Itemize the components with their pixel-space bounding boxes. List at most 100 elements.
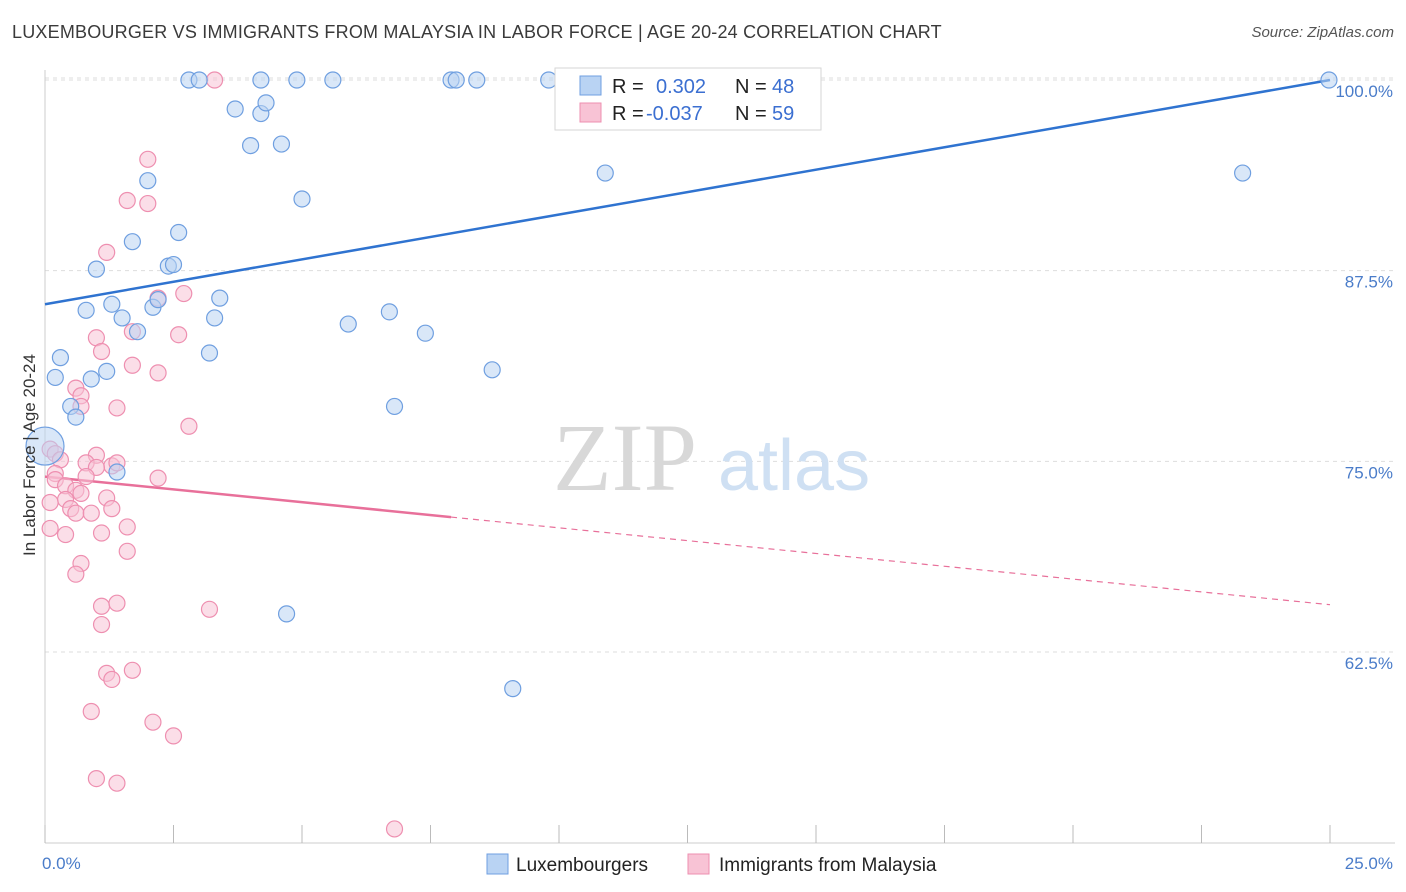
- bottom-legend-luxembourgers: Luxembourgers: [516, 855, 648, 876]
- malaysia-point-49: [200, 600, 219, 618]
- chart-title: LUXEMBOURGER VS IMMIGRANTS FROM MALAYSIA…: [12, 22, 942, 42]
- malaysia-point-46: [67, 565, 85, 583]
- malaysia-point-55: [144, 713, 162, 731]
- legend-r-value-2: -0.037: [646, 103, 703, 125]
- luxembourger-point-37: [98, 362, 116, 380]
- luxembourger-point-38: [46, 368, 64, 387]
- malaysia-point-17: [180, 417, 198, 435]
- luxembourger-point-28: [77, 301, 95, 319]
- luxembourger-point-16: [1234, 164, 1252, 182]
- luxembourger-point-7: [468, 71, 486, 89]
- luxembourger-point-1: [190, 71, 208, 89]
- luxembourger-point-22: [164, 255, 183, 274]
- malaysia-point-44: [118, 542, 136, 560]
- luxembourger-point-39: [82, 370, 100, 388]
- y-tick-label-2: 87.5%: [1345, 273, 1393, 292]
- luxembourger-point-35: [200, 344, 219, 362]
- malaysia-point-37: [67, 504, 85, 522]
- luxembourger-point-27: [149, 291, 167, 309]
- luxembourger-point-36: [51, 349, 70, 367]
- y-tick-label-3: 100.0%: [1335, 82, 1393, 101]
- malaysia-point-41: [56, 525, 75, 544]
- malaysia-point-57: [87, 770, 106, 788]
- malaysia-point-16: [108, 399, 126, 417]
- malaysia-trend-line-dashed: [451, 516, 1331, 606]
- malaysia-point-39: [103, 500, 121, 518]
- malaysia-point-58: [108, 774, 126, 792]
- legend-n-value-1: 48: [772, 76, 794, 98]
- luxembourger-point-32: [339, 315, 357, 333]
- legend-swatch-luxembourgers: [579, 75, 602, 96]
- legend-n-value-2: 59: [772, 103, 794, 125]
- malaysia-point-38: [82, 504, 100, 522]
- legend-n-label-2: N =: [735, 103, 767, 125]
- luxembourger-point-34: [416, 324, 434, 342]
- luxembourger-point-15: [596, 164, 614, 182]
- luxembourger-point-45: [277, 605, 296, 623]
- luxembourger-point-30: [128, 323, 147, 341]
- data-points: [25, 71, 1338, 838]
- malaysia-point-3: [139, 194, 157, 213]
- luxembourger-point-17: [139, 172, 157, 190]
- malaysia-point-29: [149, 469, 167, 487]
- luxembourger-point-2: [252, 71, 270, 89]
- luxembourger-point-10: [226, 100, 244, 118]
- malaysia-point-48: [108, 594, 126, 612]
- malaysia-point-59: [385, 820, 404, 838]
- luxembourger-point-13: [242, 136, 260, 155]
- x-tick-labels: 0.0% 25.0%: [42, 854, 1393, 873]
- luxembourger-point-44: [108, 463, 126, 481]
- malaysia-point-42: [92, 524, 111, 542]
- axes: [44, 70, 1395, 844]
- luxembourger-point-25: [103, 295, 121, 313]
- malaysia-point-27: [77, 467, 95, 486]
- y-tick-labels: 62.5% 75.0% 87.5% 100.0%: [1335, 82, 1393, 673]
- malaysia-trend-line-solid: [44, 475, 452, 519]
- watermark: ZIP atlas: [553, 404, 870, 511]
- grid-lines: [45, 77, 1395, 653]
- malaysia-point-53: [123, 661, 141, 679]
- malaysia-point-40: [41, 519, 59, 538]
- trend-lines: [44, 78, 1331, 606]
- luxembourger-point-42: [67, 408, 85, 426]
- luxembourger-point-12: [257, 94, 275, 112]
- bottom-legend-swatch-luxembourgers: [486, 853, 509, 875]
- luxembourger-point-29: [113, 309, 131, 327]
- malaysia-point-12: [149, 364, 167, 382]
- malaysia-point-4: [98, 243, 116, 261]
- malaysia-point-11: [123, 356, 141, 374]
- luxembourger-point-43: [385, 397, 404, 416]
- malaysia-point-47: [92, 597, 111, 615]
- legend-swatch-malaysia: [579, 102, 602, 123]
- legend-r-label-1: R =: [612, 76, 644, 98]
- bottom-legend-swatch-malaysia: [687, 853, 710, 875]
- malaysia-point-2: [118, 191, 136, 210]
- malaysia-point-10: [92, 342, 111, 361]
- y-tick-label-1: 75.0%: [1345, 463, 1393, 482]
- luxembourger-point-9: [1320, 71, 1338, 89]
- luxembourger-point-19: [170, 223, 188, 242]
- y-axis-label: In Labor Force | Age 20-24: [20, 354, 39, 556]
- malaysia-point-52: [103, 670, 121, 689]
- correlation-legend: R = 0.302 N = 48 R = -0.037 N = 59: [554, 67, 822, 131]
- watermark-zip: ZIP: [553, 404, 697, 511]
- luxembourger-point-4: [324, 71, 342, 89]
- luxembourger-point-31: [206, 309, 224, 327]
- luxembourger-point-47: [25, 426, 65, 466]
- luxembourger-point-46: [504, 680, 522, 698]
- malaysia-point-35: [41, 493, 59, 512]
- malaysia-point-1: [139, 150, 157, 168]
- luxembourger-point-40: [483, 361, 501, 379]
- malaysia-point-0: [206, 71, 224, 89]
- watermark-atlas: atlas: [718, 426, 870, 506]
- luxembourger-point-33: [380, 303, 398, 321]
- legend-r-value-1: 0.302: [656, 76, 706, 98]
- malaysia-point-50: [92, 615, 111, 634]
- bottom-legend-malaysia: Immigrants from Malaysia: [719, 855, 937, 876]
- malaysia-point-56: [164, 727, 183, 745]
- legend-r-label-2: R =: [612, 103, 644, 125]
- malaysia-point-32: [72, 484, 90, 502]
- legend-n-label-1: N =: [735, 76, 767, 98]
- malaysia-point-9: [170, 326, 188, 344]
